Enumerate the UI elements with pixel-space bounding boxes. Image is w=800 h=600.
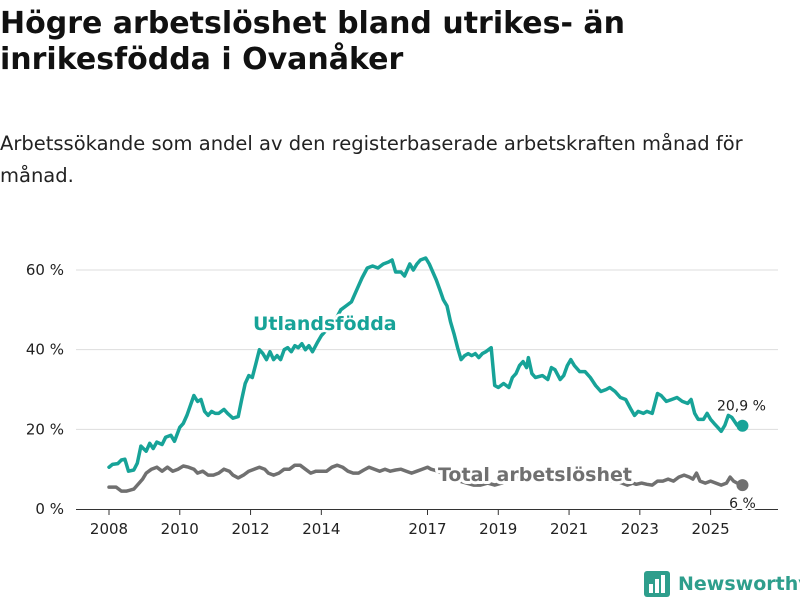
end-label-foreign: 20,9 % bbox=[717, 399, 766, 415]
page-subtitle: Arbetssökande som andel av den registerb… bbox=[0, 132, 743, 187]
axes: 0 % 20 % 40 % 60 % 2008 2010 2012 2014 2017 2019 2… bbox=[26, 261, 778, 538]
y-tick-label: 40 % bbox=[26, 341, 64, 359]
y-tick-label: 60 % bbox=[26, 261, 64, 279]
x-tick-label: 2017 bbox=[408, 520, 446, 538]
y-tick-label: 0 % bbox=[35, 500, 64, 518]
series-label-total: Total arbetslöshet bbox=[438, 464, 632, 486]
series-labels: Utlandsfödda Total arbetslöshet 20,9 % 6 % bbox=[251, 311, 768, 515]
x-tick-label: 2019 bbox=[479, 520, 517, 538]
series-end-point-foreign bbox=[736, 419, 749, 432]
bar-chart-icon bbox=[644, 571, 670, 597]
x-tick-label: 2010 bbox=[161, 520, 199, 538]
x-tick-label: 2025 bbox=[692, 520, 730, 538]
series-label-foreign: Utlandsfödda bbox=[253, 313, 397, 335]
series-line-total bbox=[107, 463, 745, 493]
brand-logo: Newsworthy bbox=[644, 568, 800, 600]
x-tick-label: 2008 bbox=[90, 520, 128, 538]
series-line-foreign bbox=[107, 256, 745, 473]
x-tick-label: 2023 bbox=[621, 520, 659, 538]
series-end-point-total bbox=[736, 479, 749, 492]
page-title: Högre arbetslöshet bland utrikes- än inr… bbox=[0, 6, 625, 77]
end-label-total: 6 % bbox=[729, 496, 756, 512]
y-tick-label: 20 % bbox=[26, 420, 64, 438]
x-tick-label: 2012 bbox=[231, 520, 269, 538]
x-tick-label: 2021 bbox=[550, 520, 588, 538]
grid-lines bbox=[76, 269, 778, 430]
brand-name: Newsworthy bbox=[678, 573, 800, 595]
series-lines bbox=[107, 256, 749, 493]
x-tick-label: 2014 bbox=[302, 520, 340, 538]
